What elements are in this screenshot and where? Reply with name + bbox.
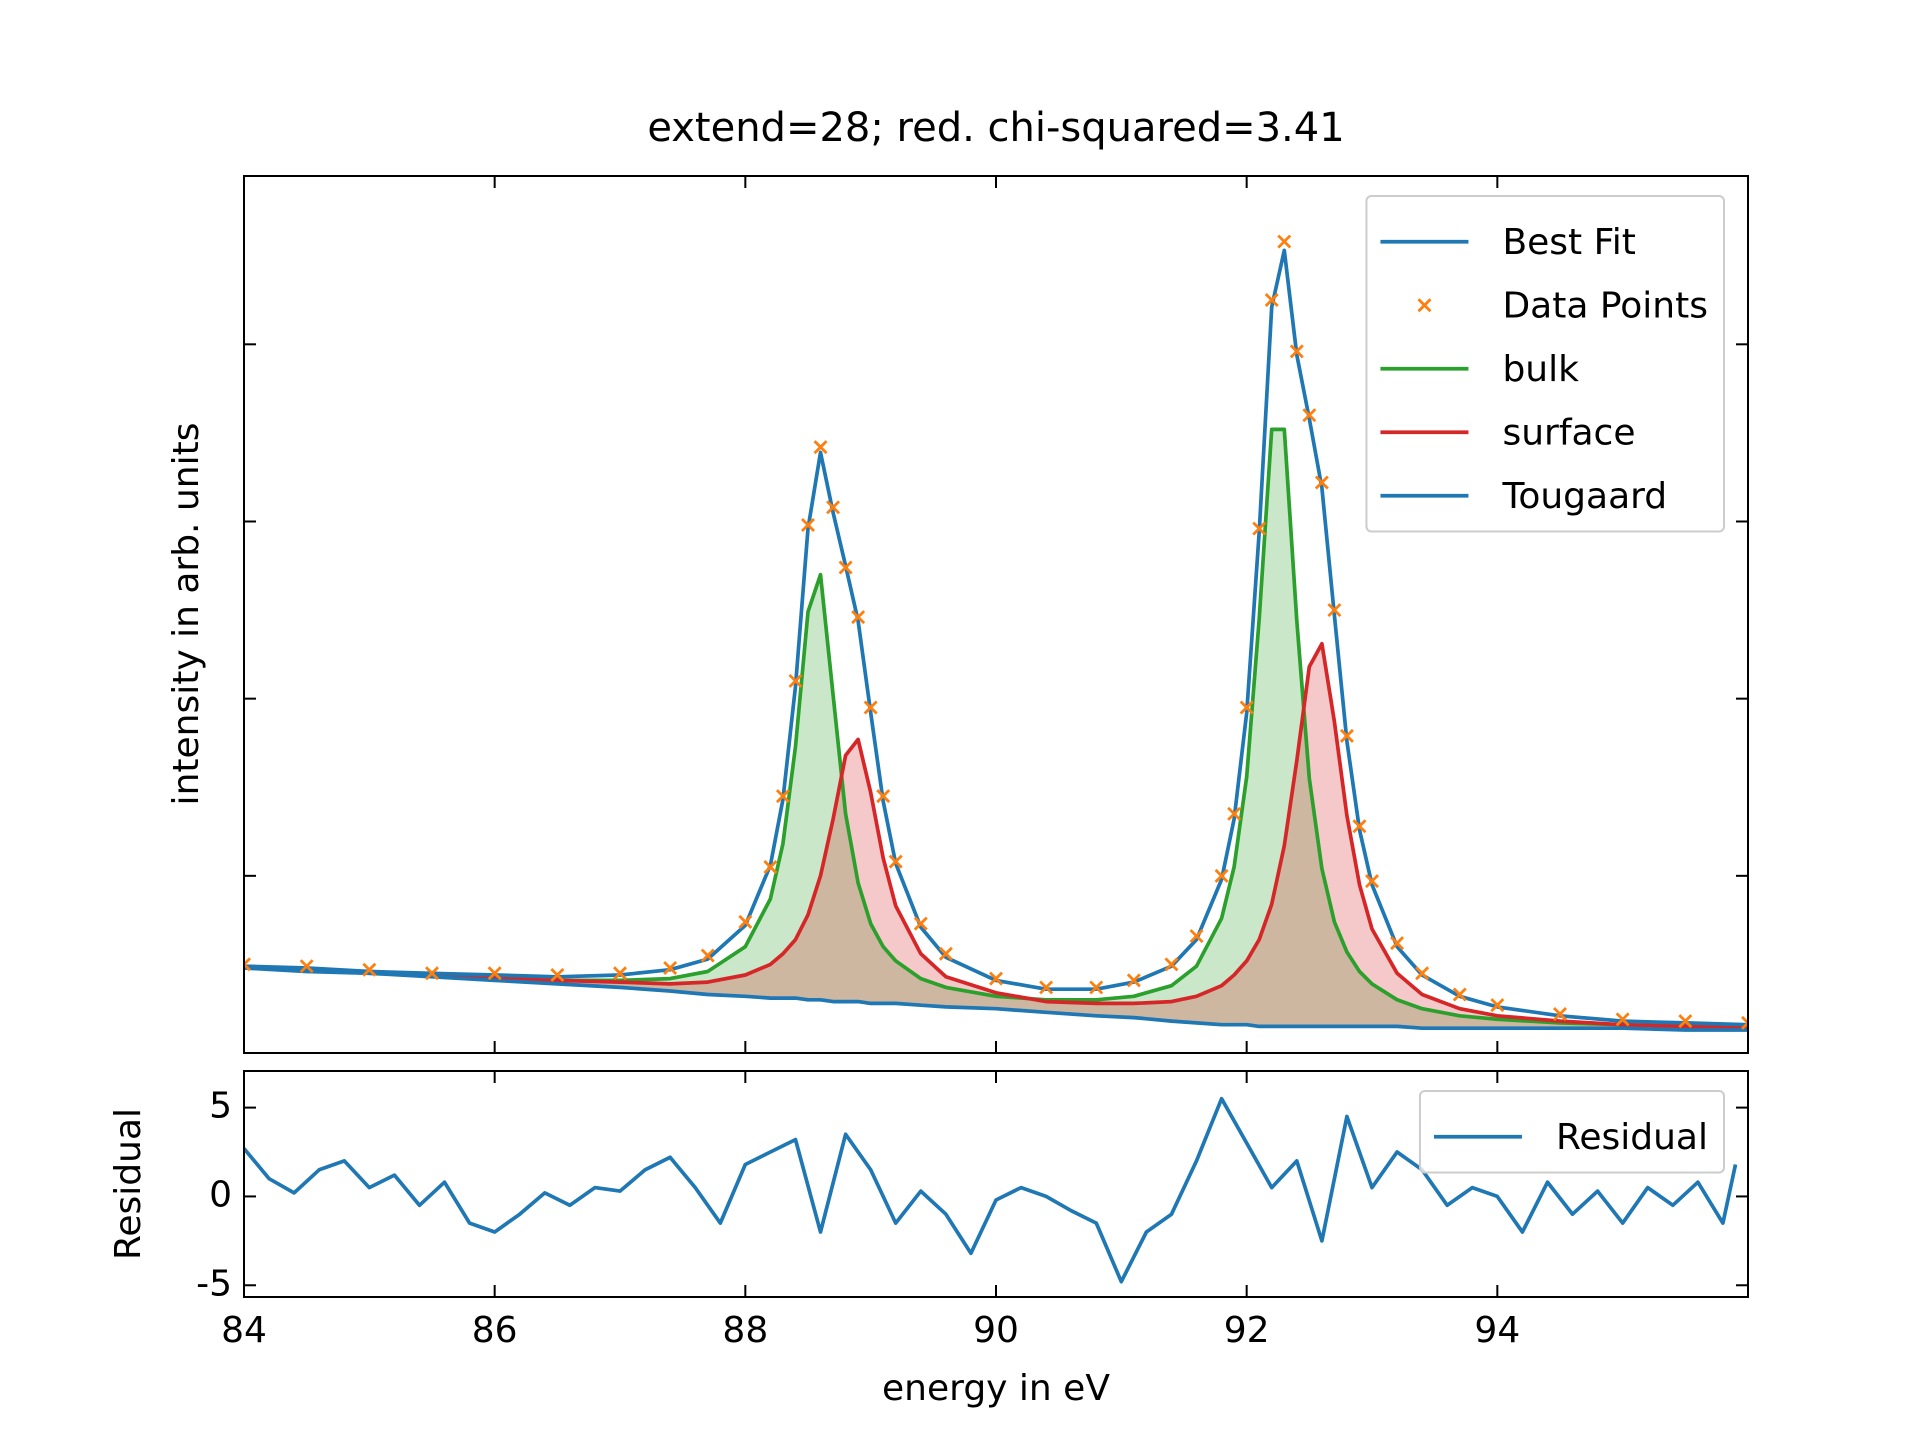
data-point [487, 966, 502, 981]
legend-label: Tougaard [1501, 476, 1667, 517]
data-point [826, 500, 841, 515]
data-point [1327, 603, 1342, 618]
data-point [863, 700, 878, 715]
data-point [613, 966, 627, 981]
chart-title: extend=28; red. chi-squared=3.41 [647, 105, 1344, 151]
x-axis-label: energy in eV [882, 1368, 1110, 1409]
data-point [362, 962, 377, 977]
series-line [244, 248, 1748, 1027]
x-tick-label: 92 [1224, 1310, 1270, 1351]
data-point [1039, 980, 1054, 995]
data-point [1352, 819, 1367, 834]
data-point [1189, 929, 1204, 944]
data-point [989, 971, 1003, 986]
legend: Best Fit Data Points bulk surface Tougaard [1365, 195, 1725, 533]
data-point [1314, 475, 1329, 490]
x-tick-label: 88 [722, 1310, 768, 1351]
data-point [1302, 408, 1317, 423]
data-point [1239, 700, 1254, 715]
legend-frame [1365, 195, 1725, 533]
data-point [1741, 1015, 1748, 1030]
data-point [1089, 980, 1104, 995]
data-point [876, 789, 891, 804]
plot-area [244, 1096, 1738, 1284]
legend-label: Best Fit [1502, 222, 1635, 263]
legend-label: surface [1502, 412, 1635, 453]
data-point [1615, 1012, 1630, 1027]
data-point [1277, 234, 1292, 249]
data-point [299, 959, 314, 974]
data-point [1678, 1014, 1693, 1029]
x-tick-label: 86 [472, 1310, 518, 1351]
data-point [838, 560, 853, 575]
data-point [851, 610, 866, 625]
data-point [1164, 957, 1179, 972]
data-point [1490, 998, 1505, 1013]
y-tick-label: 0 [209, 1174, 232, 1215]
data-point [738, 914, 753, 929]
series-line [244, 641, 1748, 1031]
data-point [1390, 936, 1405, 951]
area-fill [244, 643, 1748, 1030]
legend-frame [1418, 1090, 1725, 1174]
plot-area [244, 234, 1748, 1032]
legend-marker [1417, 298, 1432, 313]
data-point [1227, 806, 1242, 821]
data-point [1264, 293, 1279, 308]
series-line [244, 966, 1748, 1032]
y-tick-label: -5 [196, 1263, 232, 1304]
legend: Residual [1418, 1090, 1725, 1174]
data-point [1289, 344, 1304, 359]
y-axis-label: Residual [108, 1108, 149, 1260]
data-point [888, 854, 903, 869]
y-tick-label: 5 [209, 1086, 232, 1127]
data-point [1365, 874, 1379, 889]
x-tick-label: 84 [221, 1310, 267, 1351]
legend-label: bulk [1502, 349, 1579, 390]
data-point [244, 957, 251, 972]
data-point [788, 673, 803, 688]
legend-label: Residual [1556, 1117, 1708, 1158]
data-point [763, 859, 778, 874]
data-point [1553, 1007, 1567, 1022]
data-point [1126, 973, 1141, 988]
data-point [1214, 868, 1229, 883]
y-axis-label: intensity in arb. units [166, 423, 207, 806]
series-line [244, 1096, 1738, 1284]
series-line [244, 427, 1748, 1031]
data-point [663, 960, 678, 975]
data-point [813, 440, 828, 455]
data-point [1252, 521, 1267, 536]
data-point [1452, 987, 1467, 1002]
x-tick-label: 90 [973, 1310, 1019, 1351]
legend-label: Data Points [1502, 285, 1708, 326]
data-point [775, 789, 790, 804]
data-point [550, 968, 565, 983]
data-point [913, 916, 928, 931]
data-point [425, 966, 439, 981]
data-point [700, 948, 715, 963]
data-point [1415, 966, 1430, 981]
x-tick-label: 94 [1474, 1310, 1520, 1351]
data-point [1339, 728, 1354, 743]
data-point [938, 946, 953, 961]
data-point [801, 518, 815, 533]
